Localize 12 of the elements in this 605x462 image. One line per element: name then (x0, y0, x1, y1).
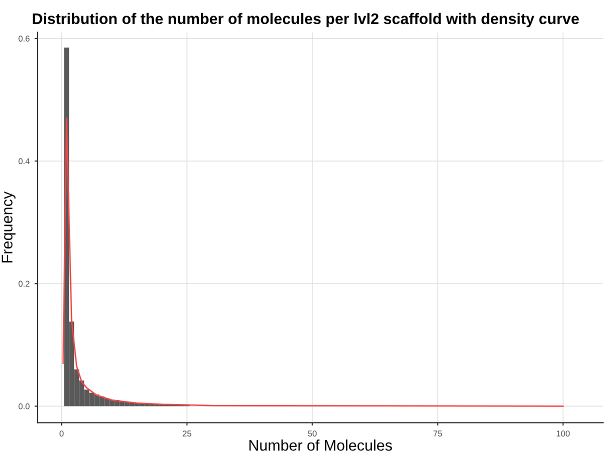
x-tick-label: 75 (433, 430, 442, 436)
y-tick-label: 0.4 (18, 158, 30, 164)
y-tick-label: 0.6 (18, 36, 30, 42)
chart-title: Distribution of the number of molecules per lvl2 scaffold with density curve (32, 12, 579, 28)
x-tick-label: 100 (556, 430, 570, 436)
x-tick-label: 50 (308, 430, 317, 436)
y-axis-title: Frequency (2, 191, 16, 262)
x-tick-label: 0 (60, 430, 64, 436)
y-tick-label: 0.0 (18, 403, 30, 410)
x-axis-title: Number of Molecules (249, 440, 392, 451)
x-tick-label: 25 (182, 430, 192, 436)
y-tick-label: 0.2 (18, 280, 30, 287)
